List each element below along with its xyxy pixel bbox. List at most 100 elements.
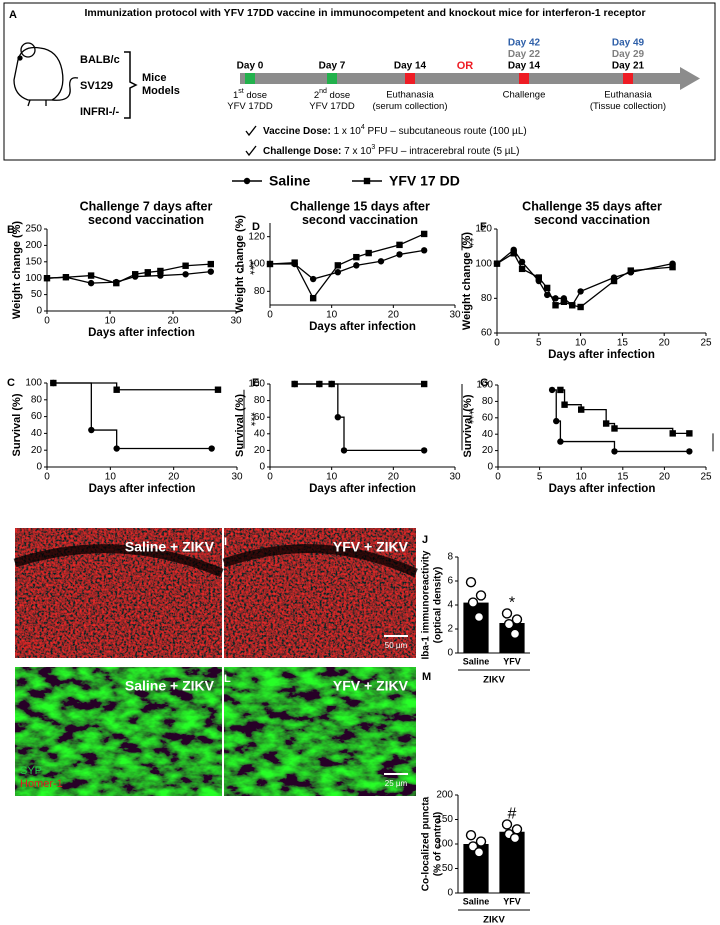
- stain-label: Iba-1: [20, 641, 39, 650]
- marker-circle: [611, 448, 618, 455]
- panel-letter: M: [422, 671, 431, 683]
- scale-label: 50 µm: [385, 641, 408, 650]
- dose-text: dose: [327, 90, 350, 101]
- y-tick-label: 0: [259, 462, 265, 473]
- marker-square: [543, 284, 551, 292]
- marker-square: [396, 241, 403, 249]
- significance-label: **: [462, 237, 476, 247]
- y-tick-label: 100: [25, 273, 42, 284]
- y-tick-label: 0: [447, 648, 453, 659]
- y-axis-label: Co-localized puncta: [421, 796, 432, 891]
- marker-square: [207, 260, 214, 268]
- marker-square: [113, 386, 120, 393]
- marker-circle: [353, 262, 360, 269]
- data-point: [473, 847, 485, 858]
- marker-square: [627, 267, 634, 274]
- strain-label: SV129: [80, 80, 113, 92]
- significance-label: ***: [244, 412, 258, 426]
- protocol-title: Immunization protocol with YFV 17DD vacc…: [84, 7, 645, 19]
- event-label: YFV 17DD: [227, 101, 273, 112]
- y-tick-label: 40: [254, 428, 266, 439]
- stain-label: Homer-1: [20, 778, 63, 790]
- y-axis-label: Survival (%): [11, 393, 23, 456]
- x-tick-label: 10: [576, 472, 588, 483]
- day-label: Day 29: [612, 49, 645, 60]
- dose-label: 1st dose: [233, 88, 267, 101]
- x-tick-label: 25: [700, 472, 712, 483]
- marker-square: [214, 386, 222, 393]
- y-tick-label: 2: [447, 624, 453, 635]
- strain-label: BALB/c: [80, 54, 120, 66]
- marker-circle: [340, 447, 348, 454]
- marker-circle: [243, 177, 251, 185]
- y-axis-label: (optical density): [433, 567, 444, 644]
- legend-label: YFV 17 DD: [389, 173, 460, 189]
- day-label: Day 42: [508, 38, 541, 49]
- y-tick-label: 80: [482, 396, 494, 407]
- marker-square: [266, 260, 274, 268]
- panel-letter: A: [9, 9, 17, 21]
- panel-letter: G: [480, 377, 489, 389]
- micrograph-label: Saline + ZIKV: [125, 539, 215, 555]
- marker-square: [557, 386, 564, 394]
- marker-circle: [552, 295, 559, 302]
- y-tick-label: 200: [25, 240, 42, 251]
- marker-square: [577, 303, 584, 311]
- bar: [463, 602, 489, 653]
- x-tick-label: 20: [168, 472, 180, 483]
- marker-square: [291, 259, 298, 266]
- dose-route: PFU – subcutaneous route (100 µL): [365, 126, 527, 137]
- dose-route: PFU – intracerebral route (5 µL): [375, 146, 519, 157]
- marker-circle: [557, 438, 564, 445]
- marker-circle: [182, 271, 189, 278]
- y-tick-label: 100: [436, 839, 453, 850]
- chart-title: second vaccination: [88, 213, 204, 227]
- marker-square: [611, 425, 618, 432]
- x-axis-label: Days after infection: [548, 349, 655, 361]
- significance-label: ***: [243, 261, 257, 275]
- marker-circle: [207, 268, 214, 275]
- marker-circle: [208, 445, 215, 452]
- data-point: [473, 611, 485, 623]
- y-tick-label: 150: [25, 256, 42, 267]
- micrograph-label: YFV + ZIKV: [333, 539, 409, 555]
- x-tick-label: Saline: [463, 896, 490, 906]
- marker-circle: [88, 426, 95, 434]
- marker-circle: [113, 445, 120, 452]
- y-axis-label: Survival (%): [234, 394, 246, 457]
- group-label: Mice: [142, 72, 166, 84]
- chart-title: second vaccination: [302, 213, 418, 227]
- timeline-marker: [623, 73, 633, 84]
- timeline-marker: [245, 73, 255, 84]
- dose-ordinal: st: [238, 88, 244, 95]
- marker-square: [144, 269, 151, 276]
- y-axis-label: (% of control): [433, 812, 444, 876]
- y-tick-label: 80: [481, 293, 493, 304]
- dose-exponent: 4: [361, 124, 365, 131]
- y-tick-label: 60: [482, 412, 494, 423]
- dose-text: 1 x 10: [331, 126, 361, 137]
- marker-circle: [396, 251, 403, 258]
- significance-label: ***: [462, 410, 476, 424]
- day-label: Day 49: [612, 38, 645, 49]
- chart-title: second vaccination: [534, 213, 650, 227]
- x-tick-label: 5: [536, 338, 542, 349]
- day-label: Day 21: [612, 61, 645, 72]
- marker-square: [363, 177, 371, 185]
- x-axis-label: Days after infection: [309, 321, 416, 333]
- x-axis-label: Days after infection: [549, 483, 656, 495]
- x-tick-label: 0: [44, 316, 50, 327]
- marker-circle: [577, 288, 584, 295]
- marker-square: [182, 262, 189, 269]
- day-label: Day 22: [508, 49, 541, 60]
- marker-circle: [548, 386, 556, 394]
- event-label: (serum collection): [373, 101, 448, 112]
- marker-square: [561, 401, 568, 408]
- x-tick-label: 5: [537, 472, 543, 483]
- significance-label: *: [713, 440, 720, 445]
- marker-square: [353, 253, 360, 261]
- marker-square: [669, 263, 676, 271]
- marker-square: [62, 274, 70, 281]
- event-label: YFV 17DD: [309, 101, 355, 112]
- event-label: (Tissue collection): [590, 101, 666, 112]
